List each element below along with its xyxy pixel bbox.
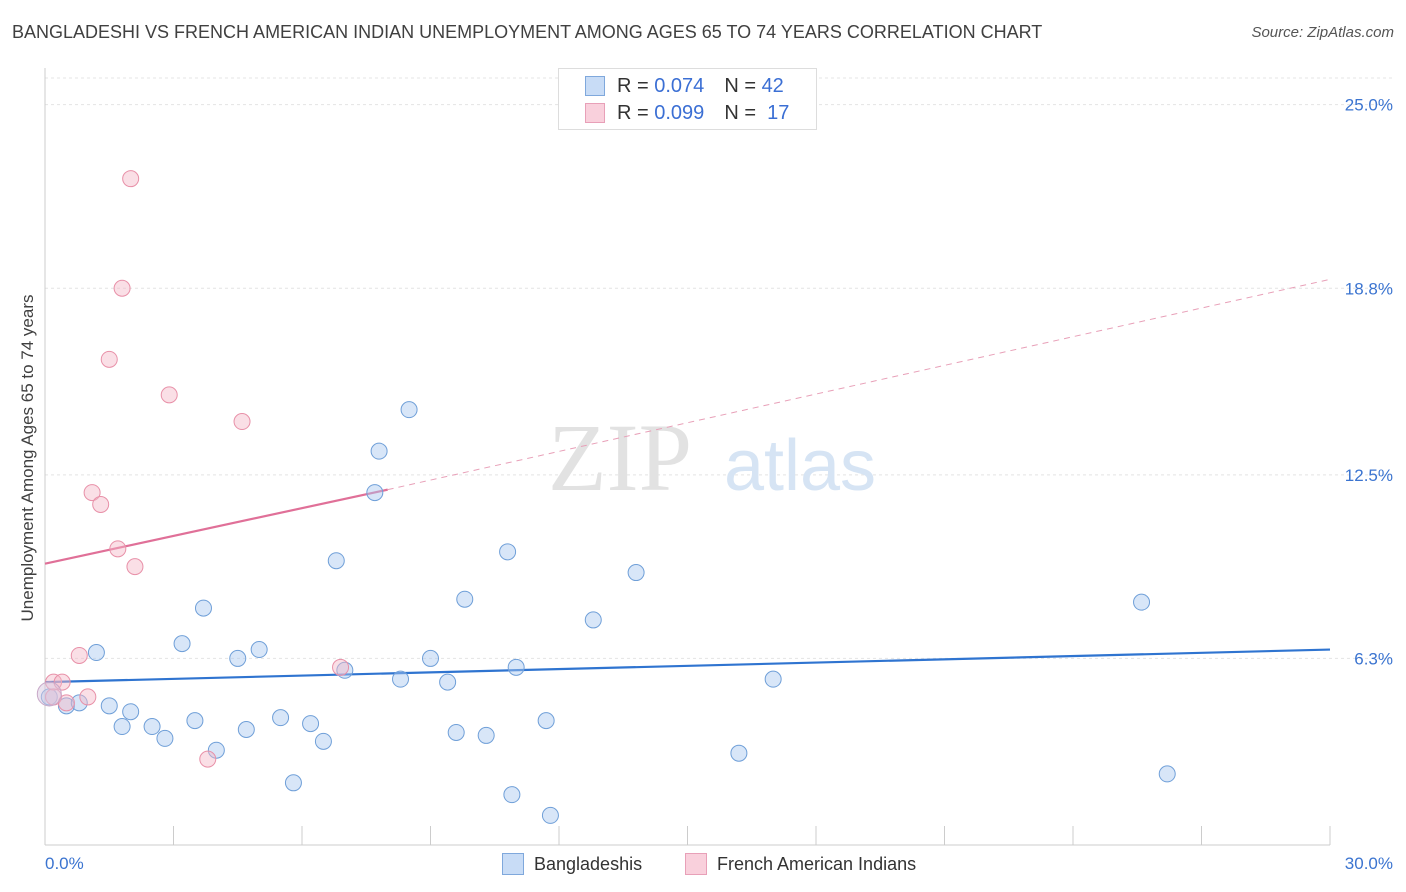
x-tick-label: 30.0% [1345,854,1393,873]
data-point [503,786,521,804]
trend-lines [44,278,1331,684]
axes [44,68,1331,846]
legend-r-value: 0.074 [654,74,705,97]
gridlines [45,77,1395,659]
data-point [1158,765,1176,783]
data-point [36,681,62,707]
data-point [173,635,191,653]
legend-swatch-blue [585,76,605,96]
data-point [302,715,320,733]
y-tick-label: 18.8% [1345,279,1393,298]
data-point [499,543,517,561]
data-point [422,649,439,667]
data-point [156,729,174,747]
data-point [160,386,178,404]
data-point [92,495,110,513]
legend-swatch-pink [585,103,605,123]
stats-legend: R = 0.074 N = 42 R = 0.099 N = 17 [558,68,817,130]
x-tick-label: 0.0% [45,854,84,873]
trend-line [387,278,1331,491]
data-point [439,673,457,691]
data-point [229,649,247,667]
y-tick-label: 12.5% [1345,466,1393,485]
data-point [507,658,525,676]
bottom-legend-french-american-indians: French American Indians [685,852,916,876]
data-point [122,170,140,188]
tick-labels: 6.3% 12.5% 18.8% 25.0% 0.0% 30.0% [45,96,1393,873]
data-point [627,564,645,582]
data-point [109,540,127,558]
data-point [314,732,332,750]
data-point [327,552,345,570]
data-point [584,611,602,629]
data-point [83,484,101,502]
data-point [87,644,105,662]
legend-r-value: 0.099 [654,101,705,124]
data-point [233,413,251,431]
y-tick-label: 25.0% [1345,96,1393,115]
data-point [100,697,118,715]
bottom-legend-label: Bangladeshis [534,853,643,874]
data-point [392,670,410,688]
data-point [57,694,75,712]
watermark-zip: ZIP [548,404,692,511]
legend-row-french-american-indians: R = 0.099 N = 17 [585,101,789,125]
legend-n-label: N = [724,101,756,124]
bottom-legend-swatch-blue [502,853,524,875]
data-point [122,703,140,721]
data-point [199,750,217,768]
data-point [186,712,204,730]
data-point [1133,593,1151,611]
legend-r-label: R = [617,101,649,124]
data-point [764,670,782,688]
data-point [100,350,118,368]
watermark: ZIP atlas [548,404,876,511]
data-point [194,599,212,617]
data-point [250,641,268,659]
trend-line [44,488,388,565]
data-point [332,658,350,676]
legend-n-value: 17 [767,101,790,124]
data-point [456,590,474,608]
data-point [113,279,131,297]
data-point [284,774,302,792]
data-point [70,694,88,712]
bottom-legend-swatch-pink [685,853,707,875]
data-point [447,723,465,741]
legend-row-bangladeshis: R = 0.074 N = 42 [585,74,784,98]
data-points [36,170,1176,824]
source-label: Source: ZipAtlas.com [1251,24,1394,41]
legend-r-label: R = [617,74,649,97]
trend-line [44,648,1331,684]
data-point [370,442,388,460]
data-point [126,558,144,576]
bottom-legend-label: French American Indians [717,853,917,874]
data-point [400,401,418,419]
watermark-atlas: atlas [724,426,876,506]
y-tick-label: 6.3% [1354,649,1393,668]
bottom-legend-bangladeshis: Bangladeshis [502,852,642,876]
data-point [113,718,131,736]
data-point [366,484,384,502]
data-point [541,806,559,824]
legend-n-value: 42 [761,74,784,97]
legend-n-label: N = [724,74,756,97]
data-point [477,726,495,744]
data-point [207,741,225,759]
data-point [730,744,748,762]
data-point [143,718,161,736]
data-point [70,646,88,664]
data-point [537,712,555,730]
data-point [79,688,97,706]
data-point [272,709,290,727]
data-point [237,721,255,739]
chart-title: BANGLADESHI VS FRENCH AMERICAN INDIAN UN… [12,22,1043,42]
